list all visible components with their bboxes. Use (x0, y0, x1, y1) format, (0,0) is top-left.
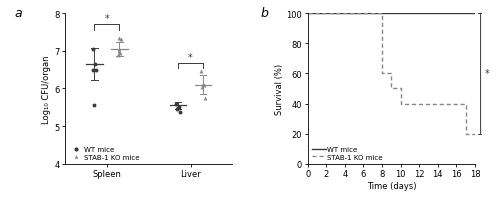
STAB-1 KO mice (462, 133, 468, 135)
Point (198, 71, 205, 74)
Point (116, 50, 124, 53)
Point (199, 83, 207, 86)
Point (114, 48, 122, 51)
Y-axis label: Log₁₀ CFU/organ: Log₁₀ CFU/organ (42, 55, 51, 123)
Point (176, 111, 184, 114)
Point (172, 102, 180, 106)
Point (200, 84, 208, 87)
Point (116, 37, 124, 40)
Point (90, 69, 98, 72)
Point (200, 97, 208, 100)
Point (174, 107, 182, 110)
Point (173, 108, 181, 111)
Point (90, 104, 98, 107)
Point (116, 52, 124, 55)
Line: STAB-1 KO mice: STAB-1 KO mice (308, 14, 475, 134)
Y-axis label: Survival (%): Survival (%) (274, 64, 283, 114)
Point (175, 106, 183, 109)
Text: b: b (261, 6, 268, 19)
Point (198, 86, 206, 89)
X-axis label: Time (days): Time (days) (366, 181, 416, 190)
Text: *: * (104, 14, 109, 24)
Text: *: * (188, 52, 193, 62)
Point (117, 39, 125, 42)
STAB-1 KO mice (472, 133, 478, 135)
STAB-1 KO mice (304, 13, 310, 15)
Point (92, 69, 100, 73)
STAB-1 KO mice (398, 103, 404, 105)
STAB-1 KO mice (379, 73, 385, 75)
STAB-1 KO mice (462, 103, 468, 105)
STAB-1 KO mice (379, 13, 385, 15)
Point (91, 63, 99, 66)
Point (88, 48, 96, 51)
Legend: WT mice, STAB-1 KO mice: WT mice, STAB-1 KO mice (68, 146, 140, 161)
Text: *: * (484, 69, 489, 79)
Legend: WT mice, STAB-1 KO mice: WT mice, STAB-1 KO mice (311, 146, 384, 161)
Text: a: a (15, 6, 22, 19)
Point (114, 54, 122, 57)
STAB-1 KO mice (388, 88, 394, 90)
STAB-1 KO mice (398, 88, 404, 90)
STAB-1 KO mice (388, 73, 394, 75)
